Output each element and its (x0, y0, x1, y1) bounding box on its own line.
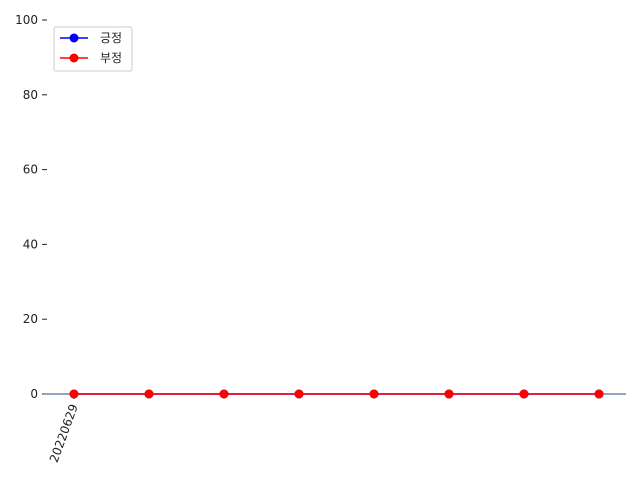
legend-label-negative: 부정 (100, 51, 122, 65)
series-1-point (69, 389, 79, 399)
series-1-point (144, 389, 154, 399)
legend-marker-negative (69, 53, 79, 63)
x-tick-label: 20220629 (47, 402, 81, 464)
series-1-point (219, 389, 229, 399)
series-1-point (519, 389, 529, 399)
x-axis: 20220629 (43, 393, 626, 464)
y-tick-label: 100 (15, 13, 38, 27)
y-tick-label: 60 (23, 163, 38, 177)
y-axis: 0 20 40 60 80 100 (15, 13, 47, 401)
y-tick-label: 0 (30, 387, 38, 401)
series-1-point (294, 389, 304, 399)
y-tick-label: 80 (23, 88, 38, 102)
legend-marker-positive (69, 33, 79, 43)
series-1-point (444, 389, 454, 399)
series-layer (69, 389, 604, 399)
series-1-point (369, 389, 379, 399)
series-1-point (594, 389, 604, 399)
y-tick-label: 40 (23, 237, 38, 251)
legend-label-positive: 긍정 (100, 31, 122, 45)
y-tick-label: 20 (23, 312, 38, 326)
legend: 긍정 부정 (53, 26, 133, 72)
